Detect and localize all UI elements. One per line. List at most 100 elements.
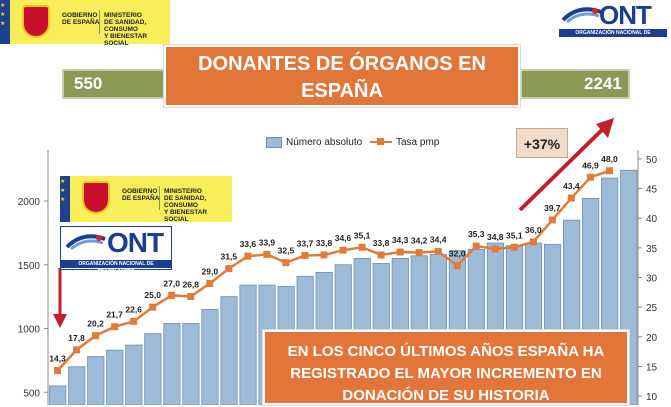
rate-point [111, 323, 119, 331]
ont-wordmark: ONT [107, 227, 164, 258]
y-right-tick-label: 50 [646, 155, 658, 166]
rate-point [339, 246, 347, 254]
bar [201, 308, 219, 405]
rate-label: 14,3 [49, 354, 66, 364]
rate-point [92, 332, 100, 340]
rate-label: 21,7 [106, 310, 123, 320]
rate-label: 35,3 [468, 229, 485, 239]
rate-label: 34,2 [411, 236, 428, 246]
y-left-tick-label: 500 [23, 388, 40, 399]
bar [239, 284, 257, 405]
y-right-tick-label: 15 [646, 362, 658, 373]
rate-label: 22,6 [125, 304, 142, 314]
rate-label: 39,7 [544, 203, 561, 213]
government-logo-inset: GOBIERNO DE ESPAÑA MINISTERIO DE SANIDAD… [60, 176, 232, 223]
rate-label: 25,0 [144, 290, 161, 300]
rate-label: 33,8 [373, 238, 390, 248]
y-right-tick-label: 30 [646, 274, 658, 285]
range-end: 2241 [520, 69, 630, 99]
rate-point [453, 262, 461, 270]
arrow-up-icon [596, 118, 614, 138]
rate-point [206, 279, 214, 287]
rate-label: 48,0 [601, 154, 618, 164]
ont-subtitle: ORGANIZACIÓN NACIONAL DE TRASPLANTES [559, 29, 667, 44]
bar [106, 349, 124, 405]
rate-label: 43,4 [563, 181, 580, 191]
rate-point [548, 216, 556, 224]
ont-logo: ONT ORGANIZACIÓN NACIONAL DE TRASPLANTES [559, 0, 667, 44]
rate-label: 20,2 [87, 319, 104, 329]
rate-point [225, 265, 233, 273]
rate-point [263, 250, 271, 258]
rate-label: 33,8 [316, 238, 333, 248]
y-right-tick-label: 20 [646, 333, 658, 344]
legend-bar-swatch [266, 137, 282, 148]
ont-wordmark: ONT [599, 0, 652, 30]
rate-point [529, 238, 537, 246]
rate-point [358, 243, 366, 251]
y-left-tick-label: 1500 [18, 261, 41, 272]
rate-label: 27,0 [163, 278, 180, 288]
government-label: GOBIERNO DE ESPAÑA [122, 188, 160, 202]
rate-point [586, 173, 594, 181]
rate-point [472, 242, 480, 250]
rate-label: 35,1 [506, 230, 523, 240]
rate-label: 36,0 [525, 225, 542, 235]
chart-axes: 500 1000 1500 2000 10 15 20 25 30 35 40 45 50 [18, 150, 658, 405]
bar [125, 344, 143, 405]
ministry-label: MINISTERIO DE SANIDAD, CONSUMO Y BIENEST… [164, 188, 208, 223]
summary-callout: EN LOS CINCO ÚLTIMOS AÑOS ESPAÑA HA REGI… [263, 330, 629, 405]
rate-point [396, 248, 404, 256]
coat-of-arms-icon [82, 181, 110, 214]
rate-label: 34,6 [335, 233, 352, 243]
rate-point [377, 251, 385, 259]
rate-point [567, 194, 575, 202]
bar [220, 296, 238, 405]
y-left-tick-label: 2000 [18, 197, 41, 208]
y-right-tick-label: 25 [646, 303, 658, 314]
chart-title: DONANTES DE ÓRGANOS EN ESPAÑA DESDE EL I… [164, 45, 520, 129]
eu-flag-icon [0, 0, 10, 44]
rate-label: 32,5 [278, 246, 295, 256]
rate-point [434, 247, 442, 255]
trend-arrows [53, 118, 614, 328]
rate-point [510, 243, 518, 251]
rate-point [149, 303, 157, 311]
rate-label: 17,8 [68, 333, 85, 343]
bar [87, 356, 105, 405]
legend-item-bars: Número absoluto [266, 137, 362, 148]
coat-of-arms-icon [22, 5, 50, 38]
eu-flag-icon [60, 176, 70, 222]
y-right-tick-label: 10 [646, 392, 658, 403]
rate-label: 34,8 [487, 232, 504, 242]
rate-label: 34,4 [430, 234, 447, 244]
government-logo: GOBIERNO DE ESPAÑA MINISTERIO DE SANIDAD… [0, 0, 170, 47]
line-series [54, 167, 613, 375]
rate-point [491, 245, 499, 253]
ont-swoosh-icon [561, 7, 602, 24]
range-start: 550 [62, 69, 166, 99]
rate-label: 26,8 [182, 279, 199, 289]
bar [68, 366, 86, 405]
legend-item-line: Tasa pmp [370, 137, 439, 148]
rate-label: 46,9 [582, 160, 599, 170]
bar [144, 333, 162, 405]
rate-point [73, 346, 81, 354]
y-left-tick-label: 1000 [18, 325, 41, 336]
rate-label: 31,5 [221, 252, 238, 262]
legend-line-swatch [370, 137, 392, 147]
increase-badge: +37% [516, 128, 568, 158]
rate-point [605, 167, 613, 175]
rate-label: 33,7 [297, 239, 314, 249]
rate-point [168, 291, 176, 299]
rate-point [320, 251, 328, 259]
ont-subtitle: ORGANIZACIÓN NACIONAL DE TRASPLANTES [61, 260, 171, 275]
rate-label: 33,6 [240, 239, 257, 249]
arrow-down-icon [53, 314, 67, 328]
data-labels: 14,3 17,820,221,722,625,027,0 26,829,031,5… [49, 154, 618, 364]
header-bar: GOBIERNO DE ESPAÑA MINISTERIO DE SANIDAD… [0, 0, 671, 47]
government-label: GOBIERNO DE ESPAÑA [62, 12, 100, 26]
bar [163, 322, 181, 405]
rate-label: 35,1 [354, 230, 371, 240]
y-right-tick-label: 45 [646, 185, 658, 196]
